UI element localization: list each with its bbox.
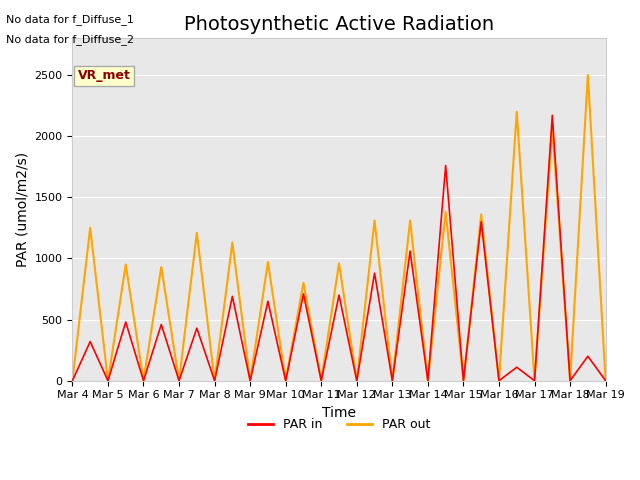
Text: VR_met: VR_met — [77, 70, 131, 83]
Text: No data for f_Diffuse_2: No data for f_Diffuse_2 — [6, 34, 134, 45]
Legend: PAR in, PAR out: PAR in, PAR out — [243, 413, 435, 436]
Text: No data for f_Diffuse_1: No data for f_Diffuse_1 — [6, 14, 134, 25]
Title: Photosynthetic Active Radiation: Photosynthetic Active Radiation — [184, 15, 494, 34]
Y-axis label: PAR (umol/m2/s): PAR (umol/m2/s) — [15, 152, 29, 267]
X-axis label: Time: Time — [322, 406, 356, 420]
